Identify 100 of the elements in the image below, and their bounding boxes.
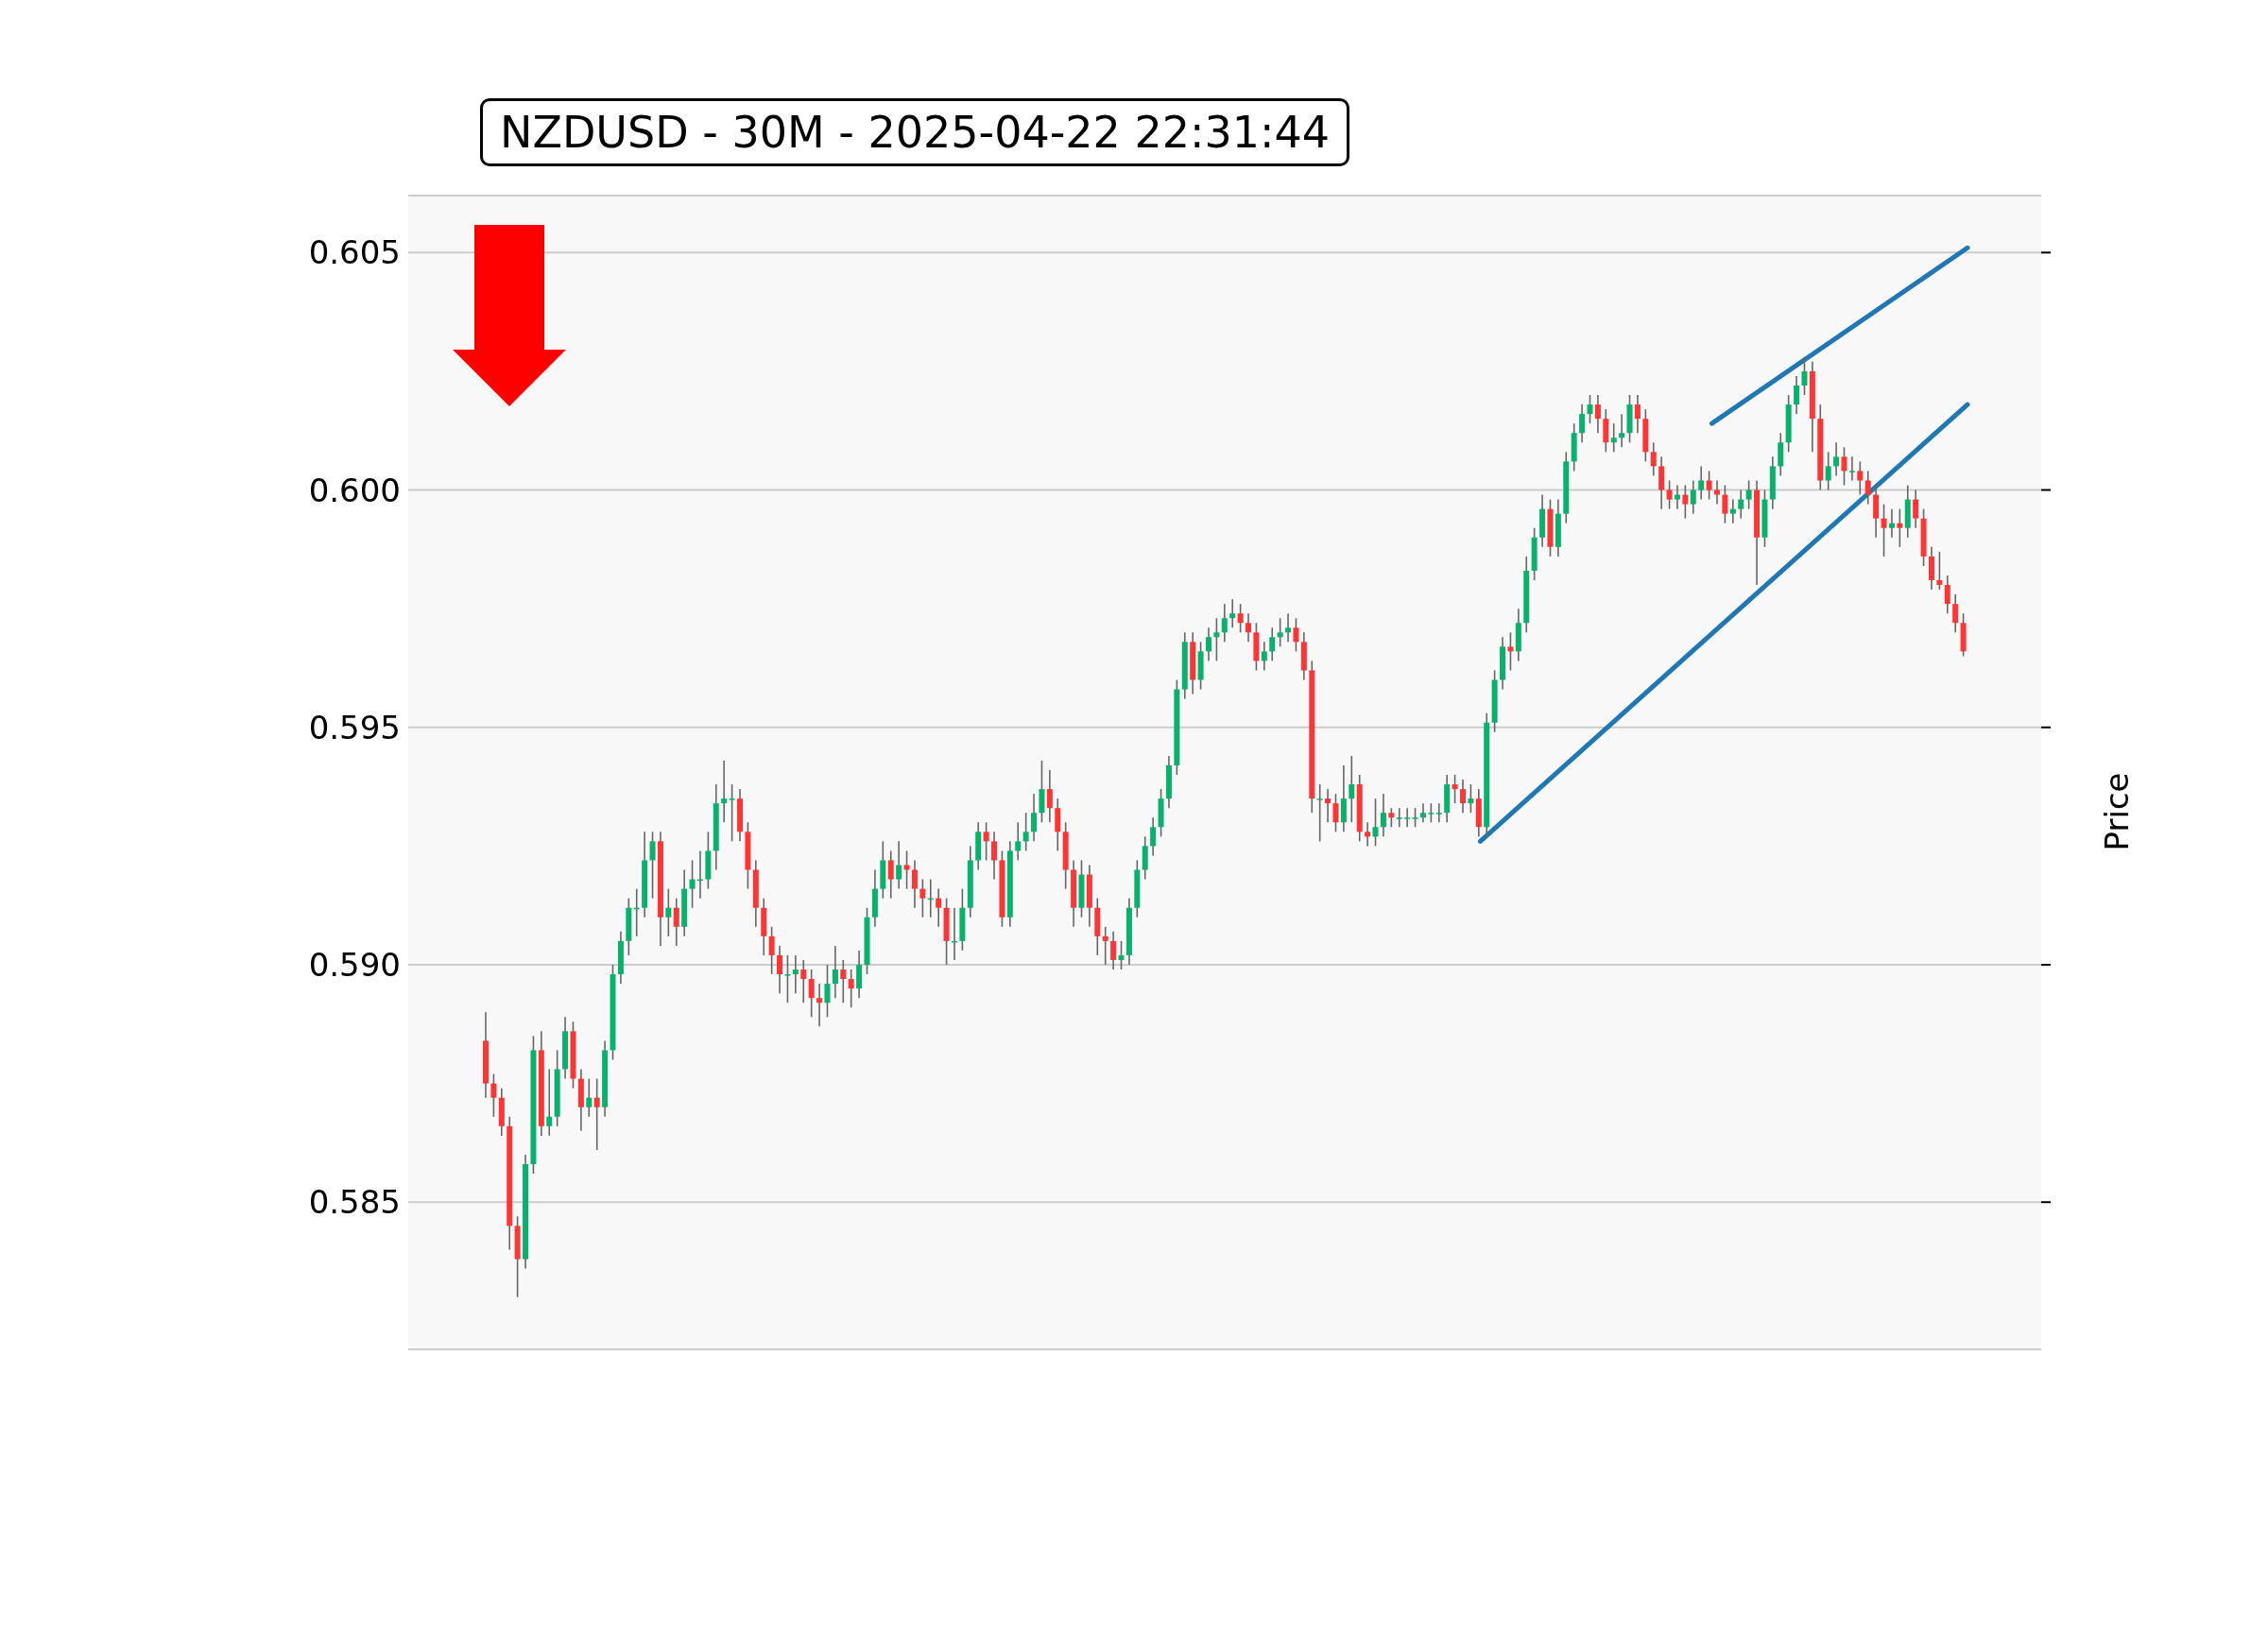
candlestick — [1293, 617, 1299, 653]
candlestick — [1507, 631, 1514, 672]
candlestick — [1713, 479, 1720, 506]
candlestick — [673, 897, 679, 947]
chart-title: NZDUSD - 30M - 2025-04-22 22:31:44 — [480, 98, 1350, 166]
candlestick — [1833, 441, 1840, 477]
candlestick — [1881, 503, 1887, 558]
y-tick-label: 0.600 — [308, 471, 401, 509]
candlestick — [991, 831, 998, 881]
y-axis-title: Price — [2098, 772, 2137, 851]
candlestick — [1706, 470, 1712, 501]
y-tick-label: 0.585 — [308, 1183, 401, 1222]
candlestick — [1452, 774, 1458, 804]
candlestick — [936, 887, 942, 928]
candlestick — [1419, 802, 1426, 824]
candlestick — [777, 945, 783, 994]
candlestick — [1388, 807, 1395, 829]
candlestick — [1396, 807, 1402, 829]
candlestick — [768, 926, 775, 975]
candlestick — [729, 783, 735, 843]
candlestick — [1897, 507, 1903, 548]
candlestick — [1229, 598, 1236, 629]
candlestick — [1619, 413, 1625, 449]
candlestick — [816, 983, 823, 1028]
candlestick — [1674, 484, 1680, 510]
candlestick — [1365, 821, 1371, 848]
candlestick — [1349, 755, 1355, 824]
candlestick — [689, 859, 696, 909]
candlestick — [1412, 807, 1418, 829]
candlestick — [665, 887, 672, 937]
y-tick-label: 0.595 — [308, 708, 401, 746]
candlestick — [1459, 779, 1466, 815]
candlestick — [1825, 451, 1831, 491]
candlestick — [1729, 498, 1736, 524]
candlestick — [1110, 931, 1117, 970]
candlestick — [1325, 788, 1332, 824]
candlestick — [1690, 479, 1696, 515]
candlestick — [1864, 470, 1871, 506]
y-tick-label: 0.605 — [308, 233, 401, 272]
candlestick — [784, 954, 791, 1004]
candlestick — [1936, 551, 1943, 591]
candlestick — [1435, 802, 1442, 824]
candlestick — [1944, 575, 1950, 614]
candlestick — [1213, 617, 1220, 662]
candlestick — [1722, 484, 1728, 524]
candlestick — [1913, 489, 1919, 529]
candlestick — [721, 760, 728, 824]
candlestick — [1102, 926, 1108, 966]
candlestick — [1682, 484, 1689, 520]
candlestick — [1404, 807, 1411, 829]
candlestick — [1237, 603, 1244, 634]
candlestick — [1952, 593, 1959, 634]
candlestick — [1579, 403, 1586, 444]
candlestick — [800, 959, 807, 1004]
candlestick — [593, 1077, 600, 1151]
candlestick — [1221, 603, 1228, 643]
candlestick — [911, 859, 918, 909]
candlestick — [546, 1068, 553, 1137]
candlestick — [824, 964, 831, 1019]
candlestick — [586, 1077, 593, 1118]
candlestick — [1150, 816, 1157, 857]
candlestick — [983, 821, 989, 862]
candlestick — [1666, 479, 1673, 510]
candlestick — [1015, 821, 1022, 862]
candlestick — [1634, 394, 1641, 435]
candlestick — [887, 849, 894, 900]
candlestick — [1332, 793, 1339, 833]
candlestick — [1022, 812, 1029, 852]
candlestick — [1610, 422, 1617, 454]
candlestick — [903, 849, 910, 890]
candlestick — [1316, 783, 1323, 843]
candlestick — [1261, 641, 1267, 672]
candlestick — [832, 945, 838, 999]
candlestick — [808, 969, 815, 1019]
candlestick — [1428, 802, 1435, 824]
candlestick — [1848, 455, 1855, 482]
candlestick — [792, 954, 799, 994]
candlestick — [1285, 612, 1292, 643]
candlestick — [1372, 798, 1379, 848]
candlestick — [1745, 479, 1752, 510]
candlestick — [1794, 375, 1800, 415]
candlestick — [1841, 446, 1847, 487]
candlestick — [1698, 465, 1705, 501]
candlestick — [896, 840, 902, 890]
candlestick — [490, 1072, 497, 1118]
candlestick — [919, 878, 926, 918]
candlestick — [1738, 489, 1744, 520]
candlestick — [1246, 612, 1252, 643]
candlestick — [1031, 793, 1038, 843]
candlestick — [848, 969, 854, 1009]
candlestick — [1118, 940, 1125, 970]
candlestick — [840, 959, 847, 1004]
candlestick — [1380, 793, 1386, 838]
candlestick — [1587, 394, 1593, 424]
candlestick — [1857, 460, 1864, 496]
candlestick — [1650, 441, 1657, 477]
candlestick — [649, 831, 656, 900]
y-tick-label: 0.590 — [308, 946, 401, 985]
candlestick — [1277, 617, 1283, 648]
candlestick — [1594, 394, 1601, 435]
